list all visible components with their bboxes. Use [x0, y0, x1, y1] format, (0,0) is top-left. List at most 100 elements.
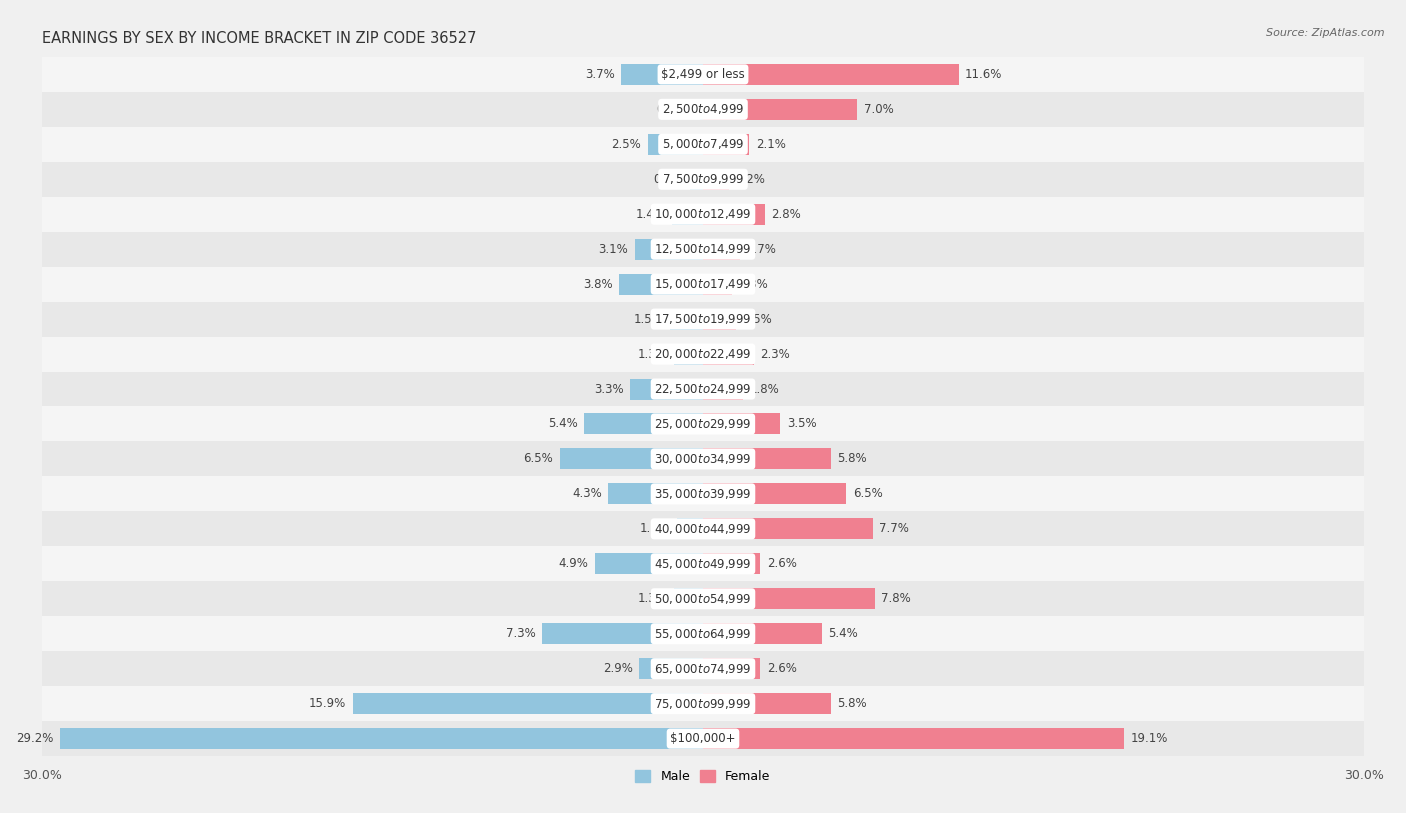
Bar — [640, 659, 703, 679]
Text: 2.6%: 2.6% — [766, 558, 797, 570]
Text: 2.5%: 2.5% — [612, 138, 641, 150]
Bar — [676, 519, 703, 539]
Bar — [42, 546, 1364, 581]
Text: $25,000 to $29,999: $25,000 to $29,999 — [654, 417, 752, 431]
Text: $15,000 to $17,499: $15,000 to $17,499 — [654, 277, 752, 291]
Bar — [703, 64, 959, 85]
Text: 7.0%: 7.0% — [863, 103, 894, 115]
Bar — [42, 337, 1364, 372]
Text: 1.3%: 1.3% — [738, 278, 768, 290]
Text: 3.5%: 3.5% — [787, 418, 817, 430]
Bar — [42, 406, 1364, 441]
Bar — [669, 309, 703, 329]
Text: 1.7%: 1.7% — [747, 243, 778, 255]
Bar — [703, 309, 737, 329]
Bar — [42, 92, 1364, 127]
Bar — [672, 204, 703, 224]
Bar — [42, 197, 1364, 232]
Text: 19.1%: 19.1% — [1130, 733, 1168, 745]
Text: $7,500 to $9,999: $7,500 to $9,999 — [662, 172, 744, 186]
Bar — [700, 99, 703, 120]
Bar — [42, 232, 1364, 267]
Bar — [353, 693, 703, 714]
Bar — [42, 476, 1364, 511]
Bar — [703, 693, 831, 714]
Bar — [42, 441, 1364, 476]
Text: 1.8%: 1.8% — [749, 383, 779, 395]
Text: 6.5%: 6.5% — [523, 453, 553, 465]
Bar — [42, 267, 1364, 302]
Text: 3.8%: 3.8% — [583, 278, 613, 290]
Bar — [630, 379, 703, 399]
Text: $2,500 to $4,999: $2,500 to $4,999 — [662, 102, 744, 116]
Text: $75,000 to $99,999: $75,000 to $99,999 — [654, 697, 752, 711]
Bar — [619, 274, 703, 294]
Bar — [703, 134, 749, 154]
Bar — [703, 484, 846, 504]
Text: 0.14%: 0.14% — [657, 103, 693, 115]
Text: 1.3%: 1.3% — [638, 593, 668, 605]
Text: EARNINGS BY SEX BY INCOME BRACKET IN ZIP CODE 36527: EARNINGS BY SEX BY INCOME BRACKET IN ZIP… — [42, 31, 477, 46]
Bar — [42, 57, 1364, 92]
Text: 3.7%: 3.7% — [585, 68, 614, 80]
Bar — [42, 721, 1364, 756]
Legend: Male, Female: Male, Female — [630, 765, 776, 789]
Text: 5.8%: 5.8% — [838, 698, 868, 710]
Text: $10,000 to $12,499: $10,000 to $12,499 — [654, 207, 752, 221]
Bar — [703, 204, 765, 224]
Bar — [703, 659, 761, 679]
Bar — [42, 372, 1364, 406]
Bar — [595, 554, 703, 574]
Bar — [703, 554, 761, 574]
Text: 1.4%: 1.4% — [636, 208, 665, 220]
Text: 3.1%: 3.1% — [599, 243, 628, 255]
Bar — [703, 624, 823, 644]
Text: $50,000 to $54,999: $50,000 to $54,999 — [654, 592, 752, 606]
Text: 1.5%: 1.5% — [634, 313, 664, 325]
Text: 2.9%: 2.9% — [603, 663, 633, 675]
Text: 5.4%: 5.4% — [548, 418, 578, 430]
Text: 1.2%: 1.2% — [640, 523, 669, 535]
Bar — [42, 686, 1364, 721]
Text: 29.2%: 29.2% — [15, 733, 53, 745]
Text: 3.3%: 3.3% — [595, 383, 624, 395]
Bar — [621, 64, 703, 85]
Bar — [634, 239, 703, 259]
Text: Source: ZipAtlas.com: Source: ZipAtlas.com — [1267, 28, 1385, 38]
Text: 2.6%: 2.6% — [766, 663, 797, 675]
Text: $35,000 to $39,999: $35,000 to $39,999 — [654, 487, 752, 501]
Text: 2.1%: 2.1% — [756, 138, 786, 150]
Bar — [703, 99, 858, 120]
Bar — [690, 169, 703, 189]
Text: 6.5%: 6.5% — [853, 488, 883, 500]
Bar — [703, 274, 731, 294]
Bar — [703, 589, 875, 609]
Text: 7.8%: 7.8% — [882, 593, 911, 605]
Text: 2.3%: 2.3% — [761, 348, 790, 360]
Text: 7.7%: 7.7% — [879, 523, 910, 535]
Bar — [703, 169, 730, 189]
Bar — [703, 449, 831, 469]
Text: $17,500 to $19,999: $17,500 to $19,999 — [654, 312, 752, 326]
Bar — [703, 379, 742, 399]
Bar — [560, 449, 703, 469]
Text: 11.6%: 11.6% — [965, 68, 1002, 80]
Text: 5.4%: 5.4% — [828, 628, 858, 640]
Text: 1.5%: 1.5% — [742, 313, 772, 325]
Bar — [42, 162, 1364, 197]
Text: 1.3%: 1.3% — [638, 348, 668, 360]
Text: $20,000 to $22,499: $20,000 to $22,499 — [654, 347, 752, 361]
Text: 2.8%: 2.8% — [772, 208, 801, 220]
Bar — [703, 344, 754, 364]
Bar — [42, 616, 1364, 651]
Bar — [42, 651, 1364, 686]
Bar — [703, 519, 873, 539]
Text: $22,500 to $24,999: $22,500 to $24,999 — [654, 382, 752, 396]
Text: 1.2%: 1.2% — [737, 173, 766, 185]
Bar — [42, 127, 1364, 162]
Bar — [42, 581, 1364, 616]
Bar — [703, 239, 741, 259]
Bar — [675, 589, 703, 609]
Text: 4.3%: 4.3% — [572, 488, 602, 500]
Text: 5.8%: 5.8% — [838, 453, 868, 465]
